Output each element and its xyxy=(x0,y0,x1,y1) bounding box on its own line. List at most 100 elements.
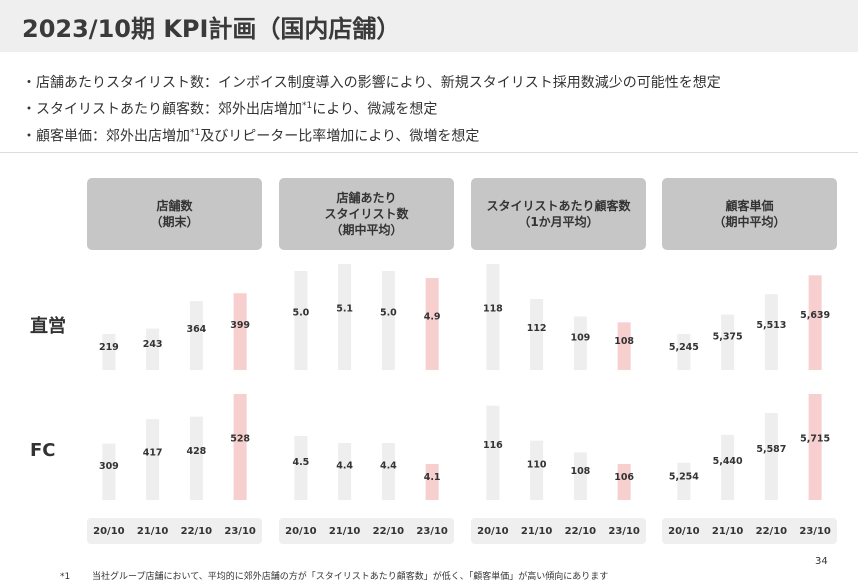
data-label-store-count-fc: 309 xyxy=(99,461,119,472)
data-label-unit-price-direct: 5,375 xyxy=(713,332,743,343)
bar-stylists-per-store-direct-20-10 xyxy=(294,271,308,370)
bar-stylists-per-store-direct-23-10 xyxy=(425,278,439,370)
bar-customers-per-stylist-fc-22-10 xyxy=(573,452,587,500)
bar-unit-price-fc-21-10 xyxy=(721,434,735,500)
year-axis-store-count: 20/10 21/10 22/10 23/10 xyxy=(87,518,262,544)
panel-header-stylists-per-store: 店舗あたり スタイリスト数 （期中平均） xyxy=(279,178,454,250)
year-tick: 21/10 xyxy=(520,525,553,537)
year-axis-customers-per-stylist: 20/10 21/10 22/10 23/10 xyxy=(471,518,646,544)
data-label-stylists-per-store-fc: 4.1 xyxy=(424,472,441,483)
data-label-stylists-per-store-direct: 4.9 xyxy=(424,311,441,322)
bar-store-count-fc-20-10 xyxy=(102,443,116,500)
data-label-unit-price-direct: 5,639 xyxy=(800,310,830,321)
bar-unit-price-fc-20-10 xyxy=(677,462,691,500)
footnote-mark: *1 xyxy=(60,572,71,582)
bar-customers-per-stylist-direct-21-10 xyxy=(530,299,544,370)
data-label-unit-price-fc: 5,440 xyxy=(713,456,743,467)
row-label-direct: 直営 xyxy=(30,316,66,337)
year-tick: 23/10 xyxy=(608,525,640,537)
year-tick: 20/10 xyxy=(477,525,509,537)
data-label-store-count-direct: 364 xyxy=(186,324,206,335)
year-tick: 21/10 xyxy=(328,525,361,537)
data-label-customers-per-stylist-direct: 109 xyxy=(570,333,590,344)
data-label-customers-per-stylist-fc: 108 xyxy=(570,466,590,477)
data-label-unit-price-direct: 5,513 xyxy=(756,320,786,331)
bar-customers-per-stylist-direct-23-10 xyxy=(617,322,631,370)
bullet-stylists-per-store: ・店舗あたりスタイリスト数：インボイス制度導入の影響により、新規スタイリスト採用… xyxy=(22,72,721,95)
bar-store-count-fc-21-10 xyxy=(146,419,160,500)
bar-unit-price-direct-22-10 xyxy=(764,294,778,370)
bar-unit-price-fc-22-10 xyxy=(764,413,778,500)
bar-stylists-per-store-fc-23-10 xyxy=(425,464,439,500)
bullet-3-text: ・顧客単価：郊外出店増加 xyxy=(22,128,190,145)
bullet-3-text-post: 及びリピーター比率増加により、微増を想定 xyxy=(200,128,480,145)
row-label-fc: FC xyxy=(30,440,56,461)
data-label-customers-per-stylist-fc: 110 xyxy=(527,459,547,470)
panel-header-label: 店舗数 （期末） xyxy=(150,199,199,229)
bar-stylists-per-store-direct-21-10 xyxy=(338,264,352,370)
year-tick: 21/10 xyxy=(136,525,169,537)
bar-customers-per-stylist-fc-21-10 xyxy=(530,440,544,500)
data-label-stylists-per-store-fc: 4.5 xyxy=(292,457,309,468)
bar-store-count-direct-21-10 xyxy=(146,328,160,370)
year-tick: 20/10 xyxy=(668,525,700,537)
bar-stylists-per-store-fc-22-10 xyxy=(381,443,395,500)
page-number: 34 xyxy=(815,556,828,567)
year-tick: 20/10 xyxy=(93,525,125,537)
bullet-1-text: ・店舗あたりスタイリスト数：インボイス制度導入の影響により、新規スタイリスト採用… xyxy=(22,75,721,91)
bar-customers-per-stylist-direct-20-10 xyxy=(486,264,500,370)
bullet-3-footnote-mark: *1 xyxy=(190,127,201,138)
year-tick: 23/10 xyxy=(799,525,831,537)
bar-customers-per-stylist-fc-20-10 xyxy=(486,405,500,500)
data-label-customers-per-stylist-direct: 112 xyxy=(527,323,547,334)
data-label-unit-price-fc: 5,715 xyxy=(800,434,830,445)
year-axis-unit-price: 20/10 21/10 22/10 23/10 xyxy=(662,518,837,544)
data-label-stylists-per-store-direct: 5.1 xyxy=(336,304,353,315)
bar-unit-price-direct-21-10 xyxy=(721,314,735,370)
year-tick: 21/10 xyxy=(711,525,744,537)
year-tick: 23/10 xyxy=(224,525,256,537)
bar-store-count-fc-22-10 xyxy=(189,416,203,500)
data-label-stylists-per-store-fc: 4.4 xyxy=(380,461,397,472)
data-label-store-count-direct: 243 xyxy=(143,339,163,350)
data-label-stylists-per-store-fc: 4.4 xyxy=(336,461,353,472)
year-tick: 22/10 xyxy=(180,525,213,537)
footnote-text: 当社グループ店舗において、平均的に郊外店舗の方が「スタイリストあたり顧客数」が低… xyxy=(92,572,609,582)
bar-store-count-direct-22-10 xyxy=(189,301,203,370)
data-label-customers-per-stylist-direct: 108 xyxy=(614,336,634,347)
data-label-store-count-fc: 428 xyxy=(186,446,206,457)
data-label-unit-price-fc: 5,254 xyxy=(669,471,699,482)
bar-customers-per-stylist-fc-23-10 xyxy=(617,464,631,500)
year-axis-stylists-per-store: 20/10 21/10 22/10 23/10 xyxy=(279,518,454,544)
bullet-customer-unit-price: ・顧客単価：郊外出店増加*1及びリピーター比率増加により、微増を想定 xyxy=(22,122,721,149)
panel-header-label: 顧客単価 （期中平均） xyxy=(713,199,786,229)
bullet-list: ・店舗あたりスタイリスト数：インボイス制度導入の影響により、新規スタイリスト採用… xyxy=(22,72,721,148)
year-tick: 22/10 xyxy=(755,525,788,537)
bar-unit-price-direct-20-10 xyxy=(677,334,691,370)
data-label-stylists-per-store-direct: 5.0 xyxy=(380,308,397,319)
panel-header-customers-per-stylist: スタイリストあたり顧客数 （1か月平均） xyxy=(471,178,646,250)
bar-unit-price-direct-23-10 xyxy=(808,275,822,370)
bar-stylists-per-store-direct-22-10 xyxy=(381,271,395,370)
title-bar: 2023/10期 KPI計画（国内店舗） xyxy=(0,0,858,52)
bar-stylists-per-store-fc-20-10 xyxy=(294,436,308,500)
data-label-customers-per-stylist-direct: 118 xyxy=(483,304,503,315)
bullet-2-text-post: により、微減を想定 xyxy=(312,101,438,118)
panel-header-store-count: 店舗数 （期末） xyxy=(87,178,262,250)
year-tick: 23/10 xyxy=(416,525,448,537)
bar-unit-price-fc-23-10 xyxy=(808,394,822,500)
bar-store-count-direct-23-10 xyxy=(233,293,247,370)
data-label-unit-price-direct: 5,245 xyxy=(669,342,699,353)
bullet-customers-per-stylist: ・スタイリストあたり顧客数：郊外出店増加*1により、微減を想定 xyxy=(22,95,721,122)
data-label-customers-per-stylist-fc: 116 xyxy=(483,440,503,451)
bar-store-count-direct-20-10 xyxy=(102,334,116,370)
data-label-stylists-per-store-direct: 5.0 xyxy=(292,308,309,319)
panel-header-label: スタイリストあたり顧客数 （1か月平均） xyxy=(486,199,631,229)
data-label-store-count-direct: 219 xyxy=(99,342,119,353)
data-label-store-count-direct: 399 xyxy=(230,320,250,331)
panel-header-unit-price: 顧客単価 （期中平均） xyxy=(662,178,837,250)
data-label-store-count-fc: 528 xyxy=(230,434,250,445)
section-divider xyxy=(0,152,858,153)
panel-header-label: 店舗あたり スタイリスト数 （期中平均） xyxy=(324,191,409,237)
